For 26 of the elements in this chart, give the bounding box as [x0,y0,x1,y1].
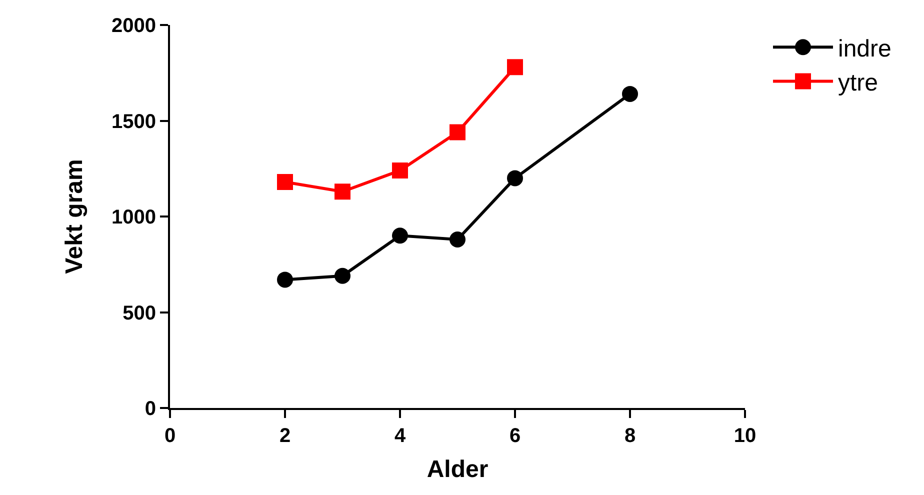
point [277,272,293,288]
legend-label: indre [838,35,892,62]
x-tick-label: 10 [734,425,756,447]
y-tick-label: 500 [122,302,156,324]
point [450,124,466,140]
x-tick-label: 0 [164,425,176,447]
point [507,59,523,76]
x-tick-label: 4 [394,425,406,447]
x-tick-label: 6 [509,425,521,447]
y-axis-title: Vekt gram [61,159,88,274]
x-tick-label: 8 [624,425,636,447]
point [450,231,466,248]
legend-label: ytre [838,70,878,97]
y-tick-label: 2000 [112,15,156,37]
point [334,184,350,200]
x-axis-title: Alder [426,456,488,483]
point [622,86,638,102]
point [507,170,523,186]
y-tick-label: 0 [144,398,156,420]
point [392,162,408,179]
x-tick-label: 2 [279,425,291,447]
point [277,174,293,190]
point [334,268,350,284]
y-tick-label: 1500 [112,110,156,133]
y-tick-label: 1000 [112,206,156,228]
point [392,228,408,244]
